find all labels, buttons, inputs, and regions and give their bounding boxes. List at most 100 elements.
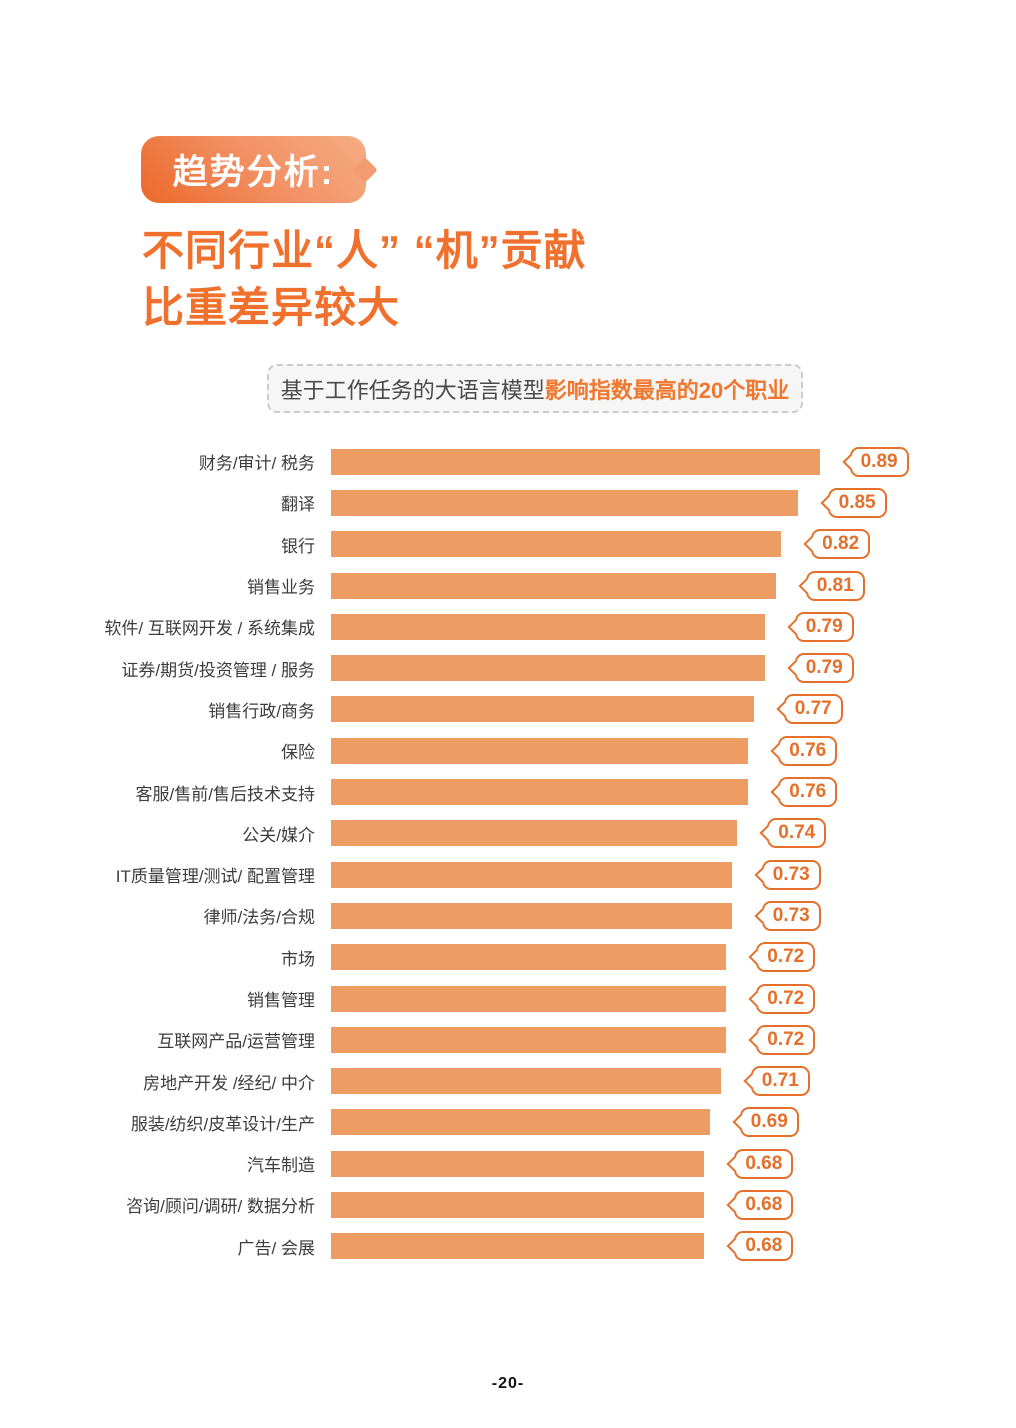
- bar-area: 0.68: [331, 1231, 1016, 1262]
- bar-area: 0.77: [331, 694, 1016, 725]
- category-label: 汽车制造: [247, 1156, 315, 1176]
- value-badge: 0.81: [805, 570, 865, 601]
- bar: [331, 531, 782, 558]
- page-title: 不同行业“人” “机”贡献 比重差异较大: [142, 222, 587, 336]
- category-label: 保险: [281, 743, 315, 763]
- chart-row: 服装/纺织/皮革设计/生产 0.69: [0, 1102, 1016, 1143]
- category-label: IT质量管理/测试/ 配置管理: [115, 867, 315, 887]
- category-label: 银行: [281, 536, 315, 556]
- value-badge: 0.85: [827, 487, 887, 518]
- value-badge: 0.68: [734, 1189, 794, 1220]
- chart-row: 财务/审计/ 税务 0.89: [0, 441, 1016, 482]
- chart-row: 翻译 0.85: [0, 482, 1016, 523]
- bar-area: 0.73: [331, 900, 1016, 931]
- category-label: 广告/ 会展: [237, 1238, 315, 1258]
- bar: [331, 1026, 727, 1053]
- chart-row: 汽车制造 0.68: [0, 1143, 1016, 1184]
- value-badge: 0.72: [756, 942, 816, 973]
- page-number: -20-: [491, 1375, 525, 1392]
- bar: [331, 572, 776, 599]
- bar: [331, 613, 765, 640]
- chart-row: 市场 0.72: [0, 937, 1016, 978]
- category-label: 软件/ 互联网开发 / 系统集成: [104, 619, 315, 639]
- bar-area: 0.79: [331, 611, 1016, 642]
- bar: [331, 1191, 705, 1218]
- category-label: 律师/法务/合规: [203, 908, 315, 928]
- category-label: 公关/媒介: [242, 825, 315, 845]
- category-label: 客服/售前/售后技术支持: [135, 784, 315, 804]
- value-badge: 0.71: [750, 1066, 810, 1097]
- value-badge: 0.73: [761, 900, 821, 931]
- value-badge: 0.69: [739, 1107, 799, 1138]
- bar-area: 0.69: [331, 1107, 1016, 1138]
- value-badge: 0.74: [767, 818, 827, 849]
- chart-row: 软件/ 互联网开发 / 系统集成 0.79: [0, 606, 1016, 647]
- chart-row: 公关/媒介 0.74: [0, 813, 1016, 854]
- bar: [331, 861, 732, 888]
- bar: [331, 737, 749, 764]
- bar: [331, 944, 727, 971]
- bar-area: 0.89: [331, 446, 1016, 477]
- chart-row: 保险 0.76: [0, 730, 1016, 771]
- category-label: 服装/纺织/皮革设计/生产: [130, 1114, 315, 1134]
- category-label: 翻译: [281, 495, 315, 515]
- bar-area: 0.82: [331, 529, 1016, 560]
- bar: [331, 696, 754, 723]
- category-label: 房地产开发 /经纪/ 中介: [143, 1073, 315, 1093]
- value-badge: 0.76: [778, 777, 838, 808]
- value-badge: 0.72: [756, 1024, 816, 1055]
- value-badge: 0.77: [783, 694, 843, 725]
- chart-row: 销售行政/商务 0.77: [0, 689, 1016, 730]
- bar: [331, 1109, 710, 1136]
- value-badge: 0.79: [794, 611, 854, 642]
- chart-row: 客服/售前/售后技术支持 0.76: [0, 771, 1016, 812]
- bar: [331, 779, 749, 806]
- section-badge-label: 趋势分析:: [172, 153, 335, 192]
- value-badge: 0.79: [794, 653, 854, 684]
- chart-row: 销售管理 0.72: [0, 978, 1016, 1019]
- category-label: 市场: [281, 949, 315, 969]
- value-badge: 0.76: [778, 735, 838, 766]
- bar-area: 0.76: [331, 735, 1016, 766]
- category-label: 咨询/顾问/调研/ 数据分析: [126, 1197, 315, 1217]
- chart-row: 律师/法务/合规 0.73: [0, 895, 1016, 936]
- category-label: 互联网产品/运营管理: [157, 1032, 315, 1052]
- bar-area: 0.68: [331, 1148, 1016, 1179]
- value-badge: 0.68: [734, 1231, 794, 1262]
- bar-area: 0.72: [331, 942, 1016, 973]
- bar: [331, 448, 820, 475]
- bar: [331, 820, 738, 847]
- chart-row: 银行 0.82: [0, 524, 1016, 565]
- bar-area: 0.71: [331, 1066, 1016, 1097]
- bar-area: 0.76: [331, 777, 1016, 808]
- chart-row: 广告/ 会展 0.68: [0, 1226, 1016, 1267]
- bar-area: 0.73: [331, 859, 1016, 890]
- bar: [331, 655, 765, 682]
- chart-row: 互联网产品/运营管理 0.72: [0, 1019, 1016, 1060]
- page-title-line2: 比重差异较大: [142, 284, 401, 331]
- value-badge: 0.73: [761, 859, 821, 890]
- bar-area: 0.79: [331, 653, 1016, 684]
- category-label: 财务/审计/ 税务: [198, 454, 315, 474]
- category-label: 销售管理: [247, 991, 315, 1010]
- badge-tail-icon: [352, 156, 378, 183]
- chart-row: IT质量管理/测试/ 配置管理 0.73: [0, 854, 1016, 895]
- value-badge: 0.89: [849, 446, 909, 477]
- value-badge: 0.68: [734, 1148, 794, 1179]
- value-badge: 0.72: [756, 983, 816, 1014]
- section-badge: 趋势分析:: [141, 136, 378, 203]
- bar: [331, 985, 727, 1012]
- bar: [331, 489, 798, 516]
- chart-row: 销售业务 0.81: [0, 565, 1016, 606]
- page-title-line1: 不同行业“人” “机”贡献: [142, 227, 587, 274]
- bar-area: 0.81: [331, 570, 1016, 601]
- category-label: 证券/期货/投资管理 / 服务: [121, 660, 315, 680]
- bar-area: 0.72: [331, 983, 1016, 1014]
- value-badge: 0.82: [811, 529, 871, 560]
- bar-area: 0.74: [331, 818, 1016, 849]
- chart-row: 房地产开发 /经纪/ 中介 0.71: [0, 1060, 1016, 1101]
- bar: [331, 1233, 705, 1260]
- bar: [331, 902, 732, 929]
- bar-area: 0.85: [331, 487, 1016, 518]
